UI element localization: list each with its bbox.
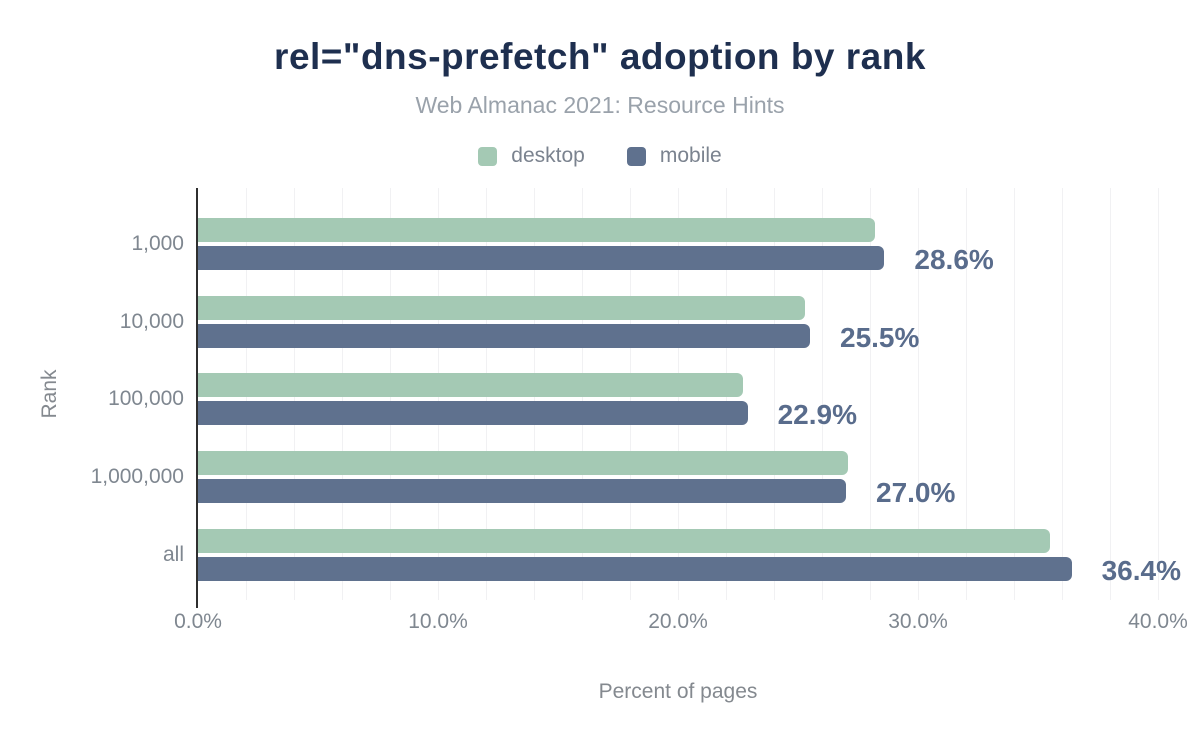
bar-value-label: 25.5%: [840, 322, 920, 353]
y-tick-label: 100,000: [108, 387, 184, 410]
x-tick-label: 20.0%: [648, 610, 708, 633]
gridline: [918, 188, 919, 600]
x-tick-label: 0.0%: [174, 610, 222, 633]
chart-legend: desktop mobile: [0, 144, 1200, 168]
y-axis-line: [196, 188, 198, 608]
gridline: [822, 188, 823, 600]
bar-desktop-all[interactable]: [198, 529, 1050, 553]
chart-subtitle: Web Almanac 2021: Resource Hints: [415, 92, 785, 118]
bar-mobile-10000[interactable]: [198, 324, 810, 348]
gridline: [870, 188, 871, 600]
x-axis-title: Percent of pages: [598, 680, 758, 703]
x-tick-label: 30.0%: [888, 610, 948, 633]
legend-item-desktop: desktop: [478, 144, 585, 168]
gridline: [966, 188, 967, 600]
plot-area: 28.6% 25.5% 22.9% 27.0% 36.4%: [196, 188, 1181, 608]
legend-item-mobile: mobile: [626, 144, 722, 168]
legend-label-mobile: mobile: [659, 144, 722, 167]
x-tick-label: 40.0%: [1128, 610, 1188, 633]
gridline: [1158, 188, 1159, 600]
bar-desktop-1000000[interactable]: [198, 451, 849, 475]
y-tick-label: 10,000: [119, 310, 184, 333]
gridline: [1014, 188, 1015, 600]
y-tick-label: all: [162, 543, 184, 566]
bar-desktop-1000[interactable]: [198, 218, 875, 242]
gridline: [774, 188, 775, 600]
gridline: [1110, 188, 1111, 600]
bar-value-label: 27.0%: [876, 477, 956, 508]
gridline: [1062, 188, 1063, 600]
y-tick-label: 1,000,000: [90, 465, 184, 488]
bar-value-label: 22.9%: [777, 399, 857, 430]
bar-desktop-100000[interactable]: [198, 373, 743, 397]
y-tick-label: 1,000: [131, 232, 184, 255]
bar-desktop-10000[interactable]: [198, 296, 806, 320]
bar-mobile-1000[interactable]: [198, 246, 885, 270]
chart-title: rel="dns-prefetch" adoption by rank: [274, 36, 926, 77]
bar-value-label: 36.4%: [1101, 555, 1181, 586]
x-tick-label: 10.0%: [408, 610, 468, 633]
bar-mobile-1000000[interactable]: [198, 479, 846, 503]
bar-mobile-100000[interactable]: [198, 401, 748, 425]
legend-label-desktop: desktop: [511, 144, 585, 167]
bar-mobile-all[interactable]: [198, 557, 1072, 581]
legend-swatch-desktop: [478, 146, 498, 166]
bar-value-label: 28.6%: [914, 244, 994, 275]
legend-swatch-mobile: [626, 146, 646, 166]
